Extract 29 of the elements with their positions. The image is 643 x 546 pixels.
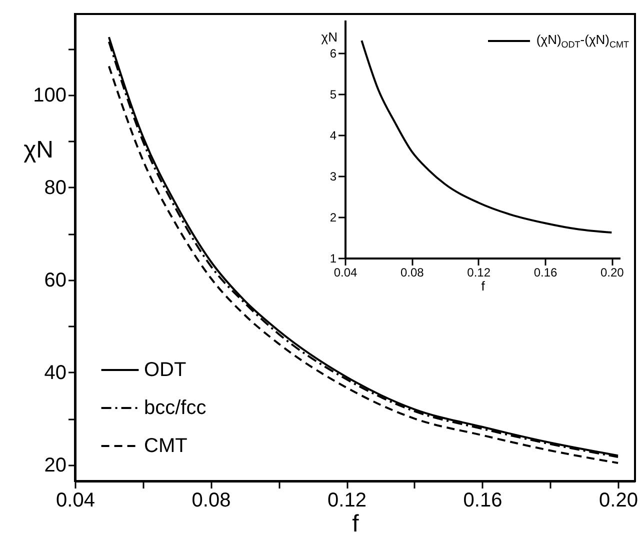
x-tick-label: 0.12 (467, 266, 491, 280)
y-tick-label: 2 (330, 210, 337, 224)
x-tick-label: 0.12 (328, 490, 366, 512)
y-tick-label: 6 (330, 46, 337, 60)
y-tick-label: 20 (44, 454, 66, 476)
y-axis-title: χN (321, 30, 338, 44)
x-axis-title: f (352, 510, 360, 538)
x-tick-label: 0.04 (334, 266, 358, 280)
y-tick-label: 3 (330, 169, 337, 184)
x-tick-label: 0.20 (600, 266, 624, 280)
y-tick-label: 4 (330, 128, 337, 142)
legend-label: (χN)$_{ODT}$-(χN)$_{CMT}$ (536, 32, 629, 50)
y-tick-label: 80 (44, 176, 66, 199)
y-tick-label: 5 (330, 87, 337, 102)
legend-label: ODT (144, 359, 186, 381)
x-tick-label: 0.16 (463, 490, 502, 512)
y-tick-label: 1 (330, 252, 337, 266)
y-tick-label: 60 (44, 269, 66, 292)
legend-label: bcc/fcc (144, 397, 206, 419)
legend-label: CMT (144, 435, 188, 457)
x-tick-label: 0.08 (400, 266, 424, 280)
x-axis-title: f (481, 278, 486, 294)
y-tick-label: 40 (44, 362, 66, 384)
x-tick-label: 0.04 (56, 490, 95, 512)
x-tick-label: 0.08 (192, 490, 231, 512)
y-axis-title: χN (24, 136, 54, 164)
x-tick-label: 0.20 (599, 490, 638, 512)
x-tick-label: 0.16 (534, 266, 558, 280)
y-tick-label: 100 (33, 84, 66, 106)
